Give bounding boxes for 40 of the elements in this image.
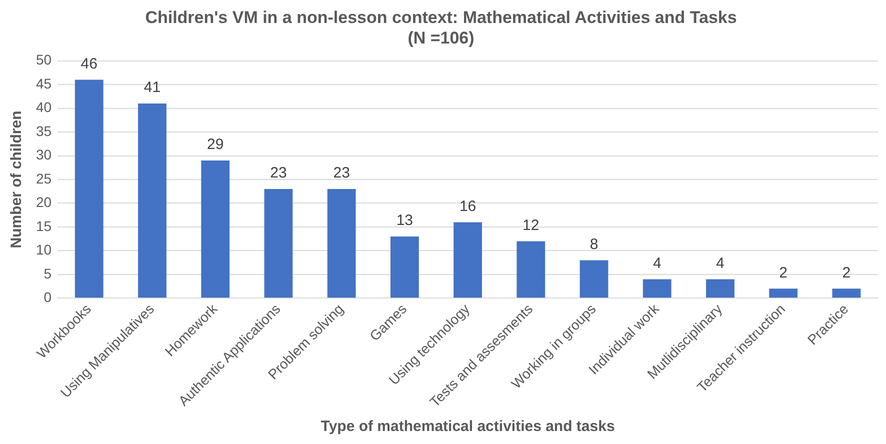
bar	[390, 236, 419, 298]
bar	[706, 279, 734, 298]
y-tick-label: 0	[44, 289, 52, 306]
data-label: 4	[652, 254, 662, 272]
y-tick-label: 45	[36, 75, 52, 92]
bar	[327, 188, 356, 298]
bar	[769, 288, 798, 298]
y-axis-title: Number of children	[8, 110, 26, 248]
bar	[642, 279, 672, 298]
data-label: 8	[590, 236, 598, 253]
bar	[516, 241, 546, 298]
chart-title: Children's VM in a non-lesson context: Mathematical Activities and Tasks (N =106)	[145, 8, 737, 48]
y-tick-label: 50	[36, 52, 52, 68]
x-axis-title: Type of mathematical activities and tasks	[320, 418, 615, 436]
y-tick-label: 35	[36, 122, 52, 139]
data-label: 46	[80, 55, 98, 72]
bar	[454, 222, 482, 298]
bar	[201, 160, 230, 298]
data-label: 23	[333, 164, 350, 182]
bar	[832, 288, 861, 298]
data-label: 41	[144, 79, 161, 96]
data-label: 12	[522, 216, 540, 234]
data-label: 23	[270, 164, 287, 182]
y-tick-label: 30	[36, 146, 52, 163]
data-label: 29	[207, 136, 224, 154]
bar	[264, 188, 293, 298]
y-tick-label: 10	[36, 242, 52, 258]
y-tick-label: 20	[36, 194, 52, 210]
y-tick-label: 5	[44, 265, 52, 282]
data-label: 16	[459, 198, 476, 215]
data-label: 2	[779, 264, 788, 282]
bar	[74, 80, 104, 298]
data-label: 2	[842, 264, 851, 282]
bar	[138, 104, 166, 298]
bar	[580, 260, 608, 298]
y-tick-label: 15	[36, 218, 52, 234]
y-tick-label: 40	[36, 99, 52, 116]
data-label: 4	[716, 254, 724, 272]
data-label: 13	[396, 212, 414, 230]
y-tick-label: 25	[36, 170, 52, 186]
